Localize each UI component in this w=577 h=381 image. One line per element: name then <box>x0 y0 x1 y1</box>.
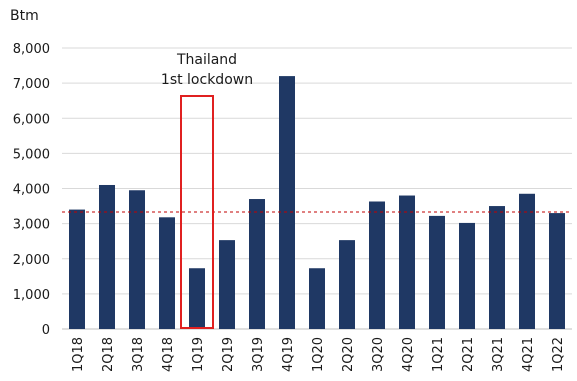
y-tick-label: 3,000 <box>13 218 50 233</box>
y-tick-label: 6,000 <box>13 112 50 127</box>
y-axis-ticks: 0 1,000 2,000 3,000 4,000 5,000 6,000 7,000 8,00… <box>13 42 50 338</box>
y-tick-label: 7,000 <box>13 77 50 92</box>
bar-3Q20 <box>369 201 385 329</box>
x-tick-label: 1Q19 <box>191 337 206 372</box>
x-tick-label: 2Q21 <box>461 337 476 372</box>
y-unit-label: Btm <box>10 8 39 24</box>
bar-2Q21 <box>459 222 475 329</box>
y-tick-label: 0 <box>42 323 50 338</box>
bar-1Q18 <box>69 209 85 329</box>
bar-2Q20 <box>339 240 355 329</box>
x-tick-label: 4Q18 <box>161 337 176 372</box>
bars <box>69 76 565 329</box>
bar-2Q19 <box>219 240 235 329</box>
bar-1Q21 <box>429 215 445 329</box>
annotation-text-line-2: 1st lockdown <box>161 72 253 88</box>
x-axis-ticks: 1Q18 2Q18 3Q18 4Q18 1Q19 2Q19 3Q19 4Q19 1Q20 2Q20… <box>71 337 566 372</box>
x-tick-label: 4Q20 <box>401 337 416 372</box>
bar-3Q18 <box>129 190 145 329</box>
x-tick-label: 1Q21 <box>431 337 446 372</box>
x-tick-label: 3Q20 <box>371 337 386 372</box>
annotation-box <box>180 95 214 329</box>
bar-4Q20 <box>399 195 415 329</box>
x-tick-label: 1Q20 <box>311 337 326 372</box>
x-tick-label: 2Q18 <box>101 337 116 372</box>
x-tick-label: 2Q20 <box>341 337 356 372</box>
y-tick-label: 5,000 <box>13 147 50 162</box>
bar-1Q22 <box>549 213 565 329</box>
bar-1Q20 <box>309 268 325 329</box>
bar-1Q19 <box>189 268 205 329</box>
x-tick-label: 4Q19 <box>281 337 296 372</box>
x-tick-label: 2Q19 <box>221 337 236 372</box>
annotation-text-line-1: Thailand <box>176 52 237 68</box>
x-tick-label: 1Q22 <box>551 337 566 372</box>
y-tick-label: 2,000 <box>13 253 50 268</box>
x-tick-label: 3Q21 <box>491 337 506 372</box>
x-tick-label: 1Q18 <box>71 337 86 372</box>
x-tick-label: 3Q18 <box>131 337 146 372</box>
y-tick-label: 4,000 <box>13 183 50 198</box>
bar-3Q19 <box>249 199 265 329</box>
x-tick-label: 3Q19 <box>251 337 266 372</box>
bar-4Q18 <box>159 217 175 329</box>
bar-4Q21 <box>519 193 535 329</box>
bar-3Q21 <box>489 206 505 329</box>
bar-4Q19 <box>279 76 295 329</box>
y-tick-label: 1,000 <box>13 288 50 303</box>
y-tick-label: 8,000 <box>13 42 50 57</box>
annotation-layer: Thailand 1st lockdown <box>161 52 253 329</box>
x-tick-label: 4Q21 <box>521 337 536 372</box>
bar-2Q18 <box>99 184 115 329</box>
